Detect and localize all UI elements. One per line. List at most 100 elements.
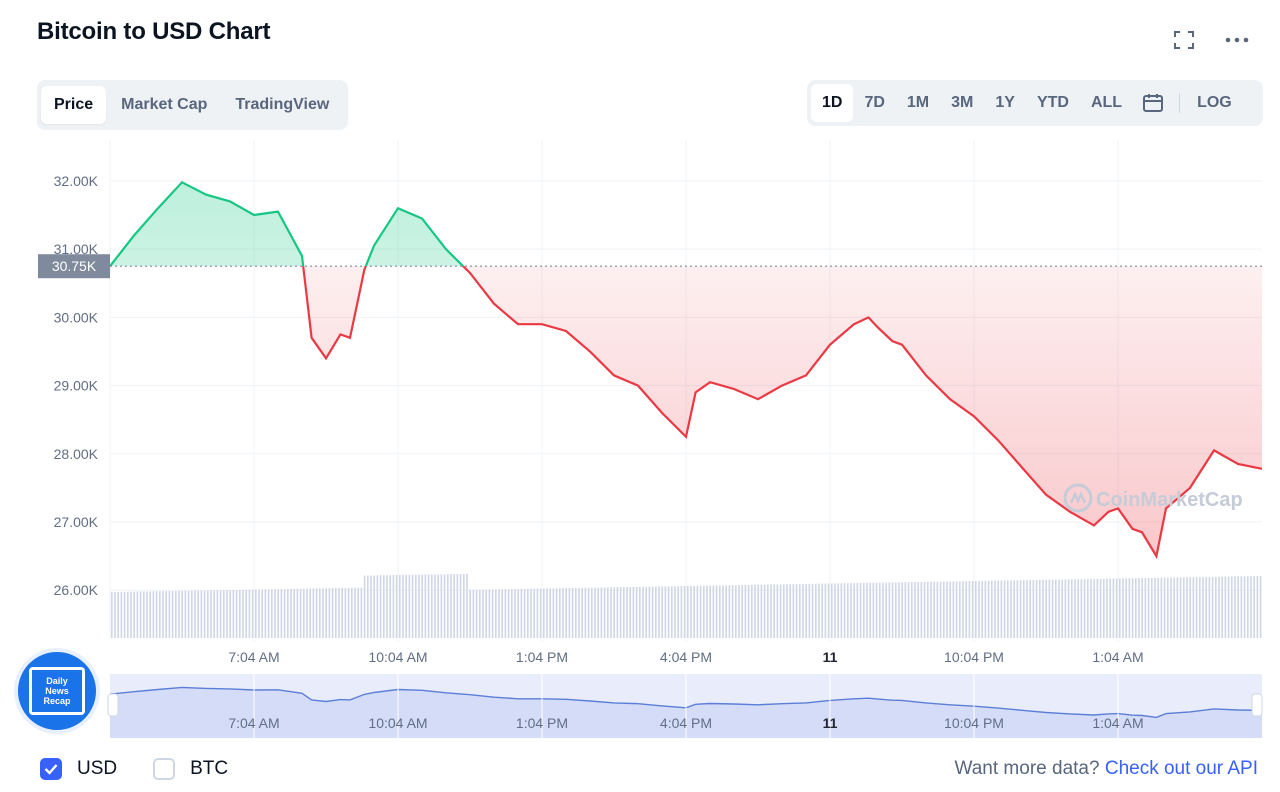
volume-bar — [1227, 576, 1230, 638]
volume-bar — [984, 580, 987, 638]
baseline-tag-bg — [38, 254, 110, 279]
volume-bar — [661, 586, 663, 638]
volume-bar — [712, 585, 715, 638]
volume-bar — [923, 581, 926, 638]
volume-bar — [431, 574, 433, 638]
volume-bar — [1125, 578, 1127, 638]
volume-bar — [1071, 579, 1073, 638]
navigator-tick-label: 1:04 AM — [1092, 715, 1143, 731]
volume-bar — [943, 581, 945, 638]
volume-bar — [456, 573, 459, 638]
volume-bar — [703, 585, 705, 638]
volume-bar — [427, 574, 430, 638]
volume-bar — [130, 591, 132, 638]
fullscreen-icon[interactable] — [1172, 28, 1196, 52]
y-tick-label: 30.00K — [54, 309, 99, 325]
volume-bar — [370, 575, 372, 638]
volume-bar — [226, 589, 228, 638]
volume-bar — [1074, 579, 1076, 638]
volume-bar — [776, 584, 779, 638]
calendar-icon[interactable] — [1133, 84, 1173, 122]
volume-bar — [1253, 576, 1255, 638]
btc-checkbox[interactable]: BTC — [153, 758, 228, 780]
range-ytd[interactable]: YTD — [1036, 94, 1069, 111]
volume-bar — [671, 586, 673, 638]
volume-bar — [1122, 578, 1124, 638]
volume-bar — [504, 589, 507, 638]
more-icon[interactable] — [1225, 28, 1249, 52]
volume-bar — [866, 582, 868, 638]
volume-bar — [223, 590, 225, 638]
price-chart[interactable]: 32.00K 31.00K 30.00K 29.00K 28.00K 27.00K 26.0… — [0, 140, 1280, 740]
range-navigator[interactable]: 7:04 AM 10:04 AM 1:04 PM 4:04 PM 11 10:04 PM 1… — [107, 674, 1263, 738]
navigator-handle[interactable] — [107, 693, 119, 717]
unchecked-box[interactable] — [153, 758, 176, 780]
check-icon[interactable] — [40, 758, 62, 780]
usd-checkbox[interactable]: USD — [40, 758, 117, 780]
volume-bar — [699, 585, 702, 638]
volume-bar — [655, 586, 657, 638]
volume-bar — [258, 589, 260, 638]
volume-bar — [834, 583, 836, 638]
volume-bar — [1195, 577, 1198, 638]
volume-bar — [917, 581, 919, 638]
volume-bar — [469, 589, 471, 638]
volume-bar — [450, 574, 452, 638]
currency-toggles: USD BTC — [40, 758, 264, 780]
btc-label: BTC — [190, 758, 229, 779]
log-toggle[interactable]: LOG — [1197, 94, 1232, 111]
range-1d[interactable]: 1D — [811, 84, 854, 122]
volume-bar — [168, 590, 171, 638]
navigator-handle[interactable] — [1251, 693, 1263, 717]
volume-bar — [786, 584, 788, 638]
volume-bar — [1173, 577, 1175, 638]
tab-tradingview[interactable]: TradingView — [235, 96, 330, 113]
volume-bar — [1231, 576, 1233, 638]
volume-bar — [280, 589, 283, 638]
volume-bar — [319, 588, 321, 638]
tab-market-cap[interactable]: Market Cap — [121, 96, 208, 113]
volume-bar — [139, 591, 142, 638]
volume-bar — [277, 589, 279, 638]
volume-bar — [927, 581, 929, 638]
api-promo: Want more data? Check out our API — [955, 758, 1258, 780]
volume-bar — [114, 591, 116, 638]
api-link[interactable]: Check out our API — [1104, 758, 1258, 779]
volume-bar — [1247, 576, 1249, 638]
volume-bar — [683, 586, 686, 638]
volume-bar — [693, 585, 695, 638]
volume-bar — [1160, 577, 1163, 638]
volume-bar — [895, 582, 897, 638]
volume-bar — [520, 588, 523, 638]
volume-bar — [1205, 576, 1207, 638]
volume-bar — [869, 582, 871, 638]
volume-bar — [959, 581, 961, 638]
volume-bar — [898, 582, 900, 638]
x-tick-label: 7:04 AM — [228, 649, 279, 665]
volume-bar — [1003, 580, 1006, 638]
x-tick-label: 10:04 PM — [944, 649, 1004, 665]
volume-bar — [1016, 580, 1019, 638]
volume-bar — [511, 589, 513, 638]
volume-bar — [658, 586, 660, 638]
range-1m[interactable]: 1M — [906, 94, 930, 111]
volume-bar — [645, 586, 647, 638]
range-all[interactable]: ALL — [1090, 94, 1123, 111]
tab-price[interactable]: Price — [41, 86, 107, 124]
volume-bar — [1243, 576, 1246, 638]
volume-bar — [584, 587, 587, 638]
volume-bar — [242, 589, 244, 638]
volume-bar — [120, 591, 123, 638]
volume-bar — [837, 583, 839, 638]
navigator-tick-label: 1:04 PM — [516, 715, 568, 731]
volume-bar — [565, 588, 567, 638]
range-divider — [1179, 93, 1181, 113]
volume-bar — [376, 575, 379, 638]
range-7d[interactable]: 7D — [864, 94, 885, 111]
volume-bar — [549, 588, 551, 638]
range-1y[interactable]: 1Y — [995, 94, 1015, 111]
volume-bar — [1051, 579, 1054, 638]
range-3m[interactable]: 3M — [951, 94, 974, 111]
daily-news-recap-logo[interactable]: Daily News Recap — [14, 648, 100, 734]
volume-bar — [632, 586, 635, 638]
